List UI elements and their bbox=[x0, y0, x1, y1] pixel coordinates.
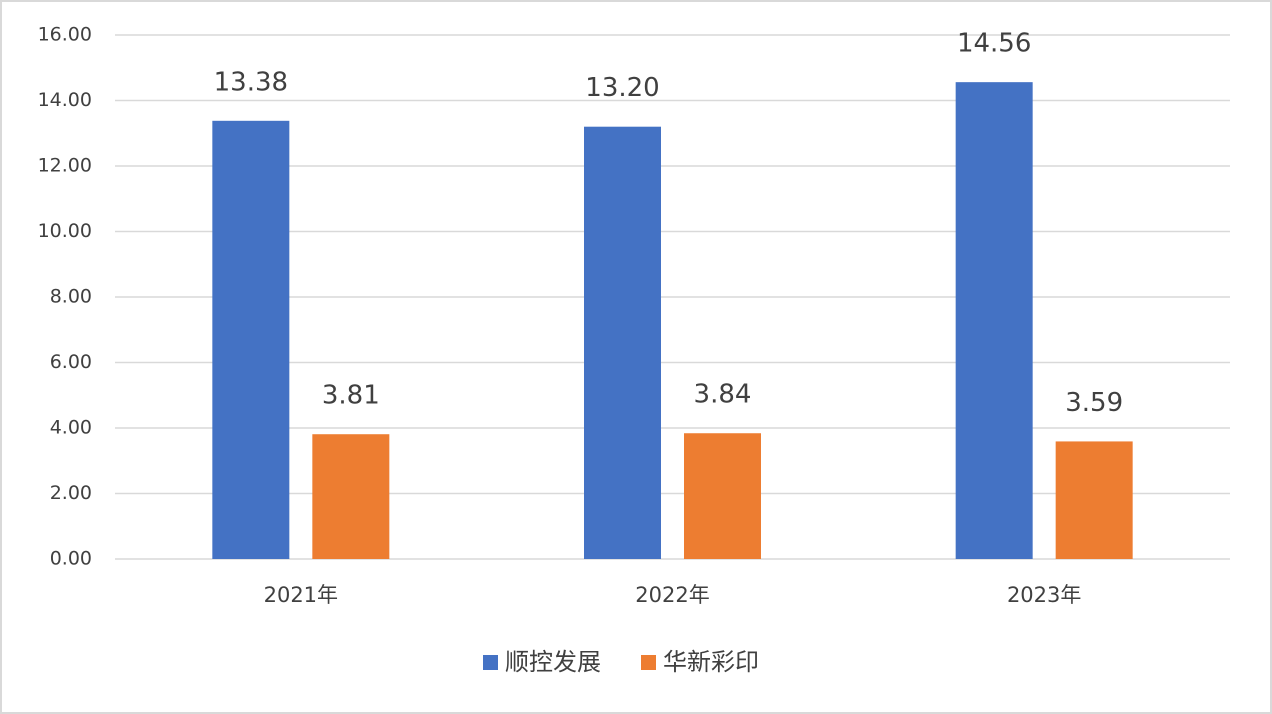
y-tick-label: 8.00 bbox=[50, 286, 92, 308]
y-tick-label: 4.00 bbox=[50, 417, 92, 439]
value-label: 13.38 bbox=[214, 67, 288, 97]
y-tick-label: 16.00 bbox=[38, 24, 92, 46]
x-tick-label: 2022年 bbox=[635, 583, 709, 607]
x-tick-label: 2021年 bbox=[264, 583, 338, 607]
value-label: 3.59 bbox=[1065, 388, 1123, 418]
value-label: 13.20 bbox=[585, 73, 659, 103]
legend-label: 华新彩印 bbox=[663, 648, 759, 676]
y-tick-label: 2.00 bbox=[50, 482, 92, 504]
y-tick-label: 14.00 bbox=[38, 89, 92, 111]
bar bbox=[312, 434, 390, 559]
bar bbox=[955, 82, 1033, 559]
bar bbox=[1055, 441, 1133, 559]
value-label: 3.81 bbox=[322, 381, 380, 411]
bar bbox=[212, 120, 290, 560]
legend-swatch bbox=[483, 655, 498, 670]
y-tick-label: 6.00 bbox=[50, 351, 92, 373]
value-label: 14.56 bbox=[957, 29, 1031, 59]
x-tick-label: 2023年 bbox=[1007, 583, 1081, 607]
y-tick-label: 12.00 bbox=[38, 155, 92, 177]
legend-swatch bbox=[641, 655, 656, 670]
value-label: 3.84 bbox=[694, 380, 752, 410]
y-tick-label: 10.00 bbox=[38, 220, 92, 242]
y-tick-label: 0.00 bbox=[50, 548, 92, 570]
bar bbox=[684, 433, 761, 559]
bar bbox=[584, 126, 661, 559]
legend-label: 顺控发展 bbox=[505, 648, 601, 676]
